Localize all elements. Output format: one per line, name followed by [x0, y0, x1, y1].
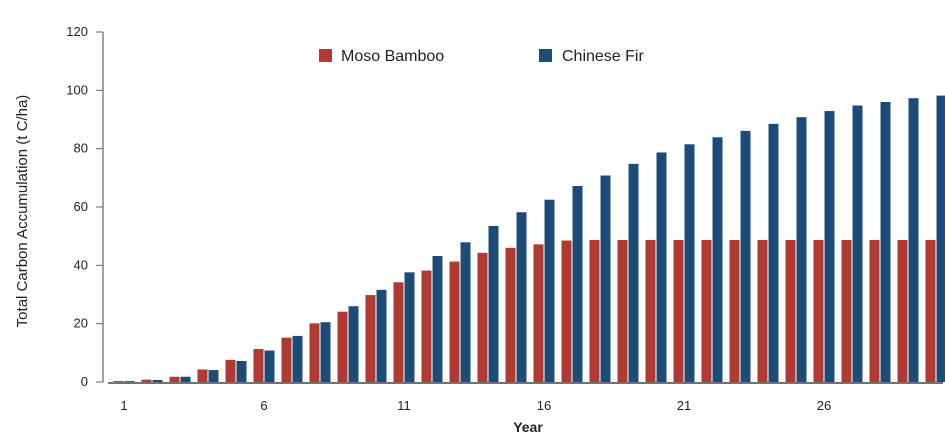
bar-chinese-fir-year-19 [628, 163, 639, 382]
bar-chinese-fir-year-22 [712, 137, 723, 382]
bar-moso-bamboo-year-11 [393, 282, 404, 382]
bar-chinese-fir-year-15 [516, 212, 527, 382]
bar-chinese-fir-year-27 [852, 105, 863, 382]
y-tick-label: 0 [81, 374, 88, 389]
bar-chinese-fir-year-23 [740, 130, 751, 382]
bar-moso-bamboo-year-2 [141, 379, 152, 382]
x-tick-label: 1 [120, 398, 127, 413]
bar-moso-bamboo-year-7 [281, 337, 292, 382]
bar-moso-bamboo-year-8 [309, 323, 320, 382]
legend-label-moso-bamboo: Moso Bamboo [341, 48, 444, 65]
bar-moso-bamboo-year-29 [897, 239, 908, 382]
bar-chinese-fir-year-25 [796, 117, 807, 383]
bar-moso-bamboo-year-30 [925, 239, 936, 382]
bar-moso-bamboo-year-20 [645, 239, 656, 382]
bar-moso-bamboo-year-28 [869, 239, 880, 382]
bar-moso-bamboo-year-14 [477, 252, 488, 382]
bar-chinese-fir-year-11 [404, 272, 415, 382]
bar-chinese-fir-year-5 [236, 361, 247, 382]
bar-chinese-fir-year-16 [544, 199, 555, 382]
bar-moso-bamboo-year-1 [113, 381, 124, 382]
bar-moso-bamboo-year-6 [253, 349, 264, 382]
bar-moso-bamboo-year-23 [729, 239, 740, 382]
bar-chinese-fir-year-24 [768, 123, 779, 382]
bar-chinese-fir-year-8 [320, 322, 331, 382]
bar-chinese-fir-year-6 [264, 350, 275, 382]
bar-moso-bamboo-year-13 [449, 261, 460, 382]
bar-moso-bamboo-year-10 [365, 295, 376, 382]
bar-chinese-fir-year-29 [908, 98, 919, 382]
bar-moso-bamboo-year-4 [197, 369, 208, 382]
bar-chinese-fir-year-17 [572, 186, 583, 382]
x-tick-label: 6 [260, 398, 267, 413]
bar-moso-bamboo-year-9 [337, 311, 348, 382]
bar-chinese-fir-year-13 [460, 242, 471, 382]
bar-chinese-fir-year-14 [488, 225, 499, 382]
x-axis-ticks: 1 6 11 16 21 26 [120, 398, 831, 413]
legend-swatch-moso-bamboo [319, 49, 332, 62]
bar-chinese-fir-year-3 [180, 376, 191, 382]
x-tick-label: 26 [817, 398, 831, 413]
bar-moso-bamboo-year-25 [785, 239, 796, 382]
bar-chinese-fir-year-2 [152, 379, 163, 382]
bar-chinese-fir-year-7 [292, 335, 303, 382]
x-axis-title: Year [513, 419, 543, 435]
y-axis-title: Total Carbon Accumulation (t C/ha) [14, 95, 31, 328]
bar-chinese-fir-year-20 [656, 152, 667, 382]
x-tick-label: 16 [537, 398, 551, 413]
bar-chinese-fir-year-26 [824, 111, 835, 383]
y-tick-label: 40 [74, 257, 88, 272]
x-tick-label: 11 [397, 398, 411, 413]
y-tick-label: 80 [74, 141, 88, 156]
bar-moso-bamboo-year-26 [813, 239, 824, 382]
bar-moso-bamboo-year-15 [505, 247, 516, 382]
bar-moso-bamboo-year-19 [617, 239, 628, 382]
x-tick-label: 21 [677, 398, 691, 413]
bar-chinese-fir-year-21 [684, 144, 695, 382]
bar-moso-bamboo-year-5 [225, 359, 236, 382]
legend: Moso Bamboo Chinese Fir [319, 48, 644, 65]
bar-chinese-fir-year-1 [124, 381, 135, 382]
bar-chinese-fir-year-30 [936, 95, 945, 382]
bar-moso-bamboo-year-18 [589, 239, 600, 382]
bar-chinese-fir-year-9 [348, 306, 359, 382]
bar-chinese-fir-year-12 [432, 256, 443, 382]
bars [113, 95, 945, 383]
bar-moso-bamboo-year-22 [701, 239, 712, 382]
y-tick-label: 20 [74, 316, 88, 331]
y-axis-title-group: Total Carbon Accumulation (t C/ha) [14, 95, 31, 328]
legend-swatch-chinese-fir [539, 49, 552, 62]
y-axis-ticks: 0 20 40 60 80 100 120 [66, 24, 103, 389]
bar-moso-bamboo-year-12 [421, 270, 432, 382]
y-tick-label: 120 [66, 24, 88, 39]
bar-chinese-fir-year-10 [376, 289, 387, 382]
bar-chinese-fir-year-28 [880, 102, 891, 382]
y-tick-label: 60 [74, 199, 88, 214]
bar-chinese-fir-year-18 [600, 175, 611, 382]
bar-chinese-fir-year-4 [208, 370, 219, 382]
bar-moso-bamboo-year-21 [673, 239, 684, 382]
y-tick-label: 100 [66, 82, 88, 97]
bar-moso-bamboo-year-27 [841, 239, 852, 382]
bar-moso-bamboo-year-16 [533, 244, 544, 382]
legend-label-chinese-fir: Chinese Fir [562, 48, 644, 65]
bar-moso-bamboo-year-24 [757, 239, 768, 382]
bar-moso-bamboo-year-17 [561, 240, 572, 382]
bar-moso-bamboo-year-3 [169, 376, 180, 382]
